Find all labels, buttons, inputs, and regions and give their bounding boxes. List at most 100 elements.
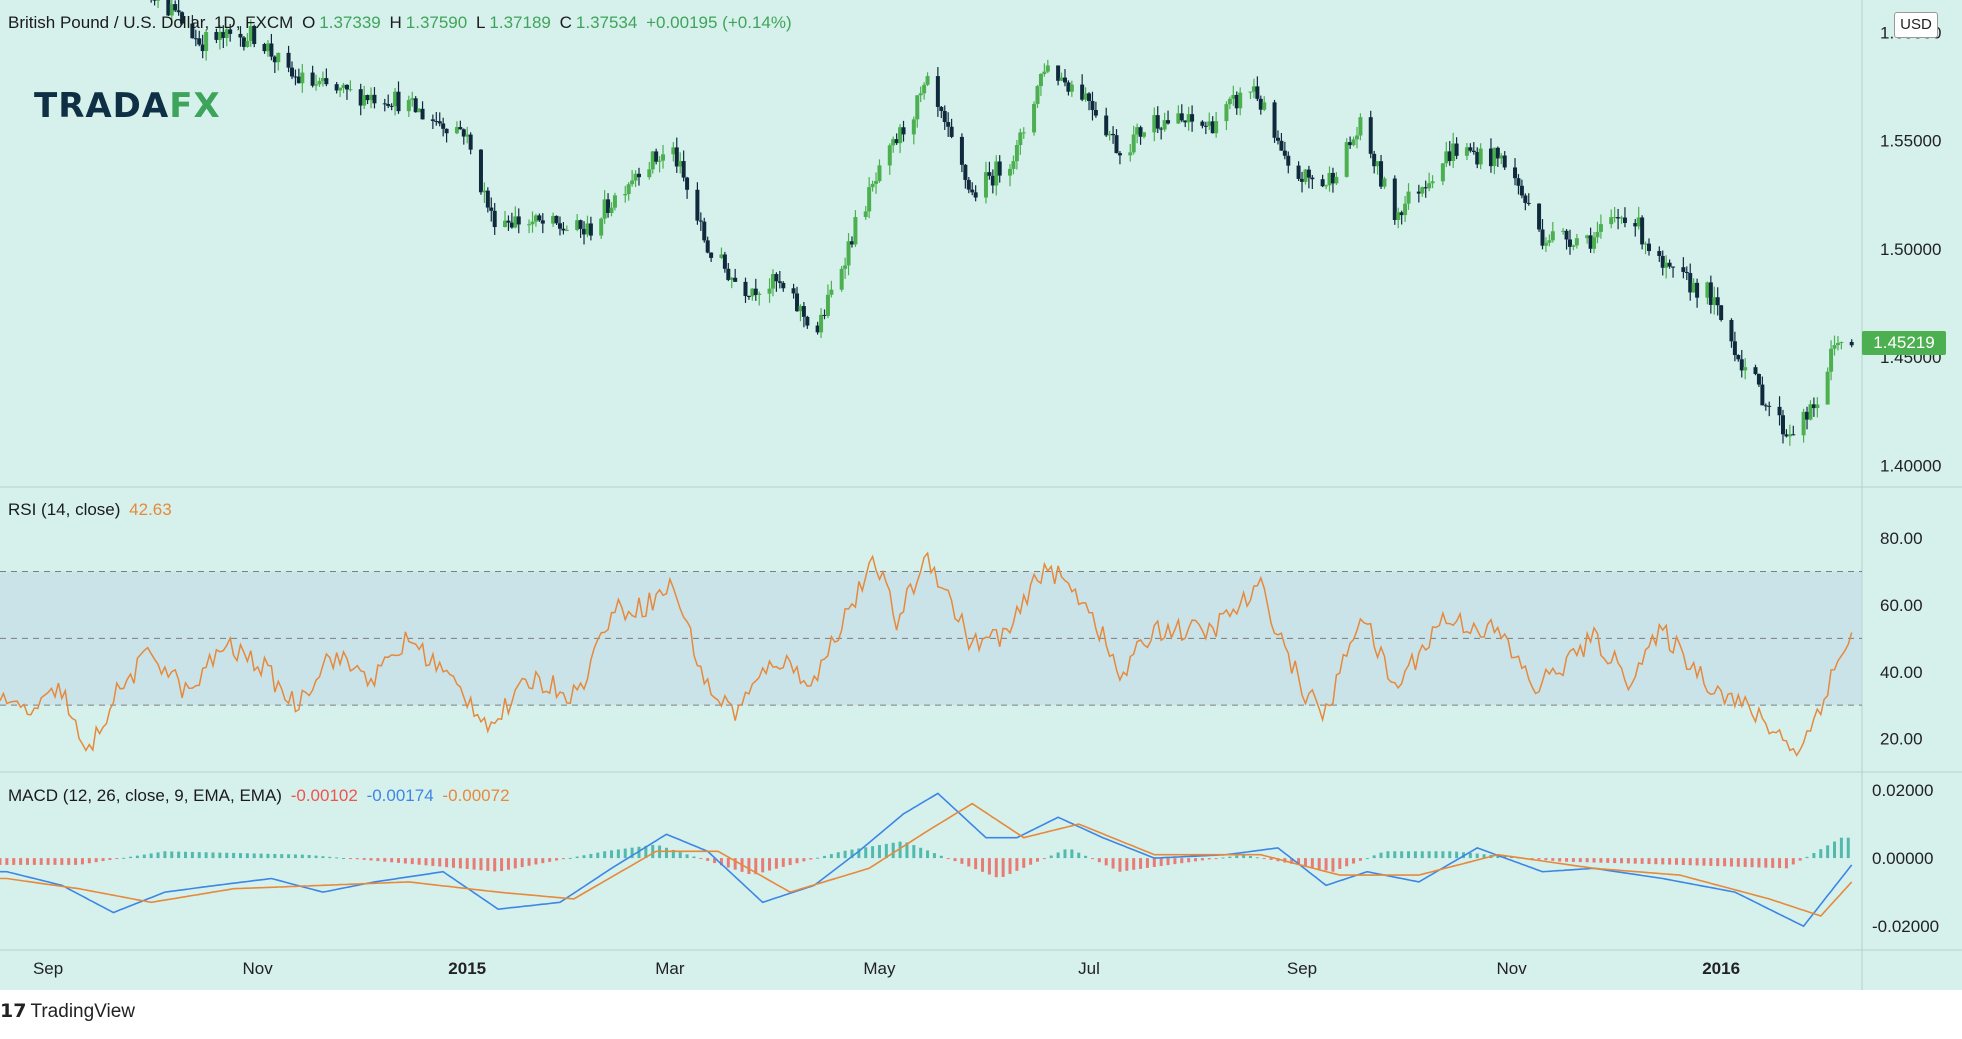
macd-histogram-bar bbox=[218, 852, 222, 859]
candle-body bbox=[973, 192, 978, 198]
macd-histogram-bar bbox=[1200, 858, 1204, 861]
macd-histogram-bar bbox=[142, 854, 146, 859]
candle-body bbox=[661, 154, 666, 161]
candle-body bbox=[1705, 282, 1710, 298]
macd-histogram-bar bbox=[1688, 858, 1692, 866]
macd-histogram-bar bbox=[706, 858, 710, 861]
candle-body bbox=[1042, 71, 1047, 74]
macd-histogram-bar bbox=[1022, 858, 1026, 868]
macd-histogram-bar bbox=[967, 858, 971, 867]
macd-histogram-bar bbox=[1571, 858, 1575, 862]
macd-histogram-bar bbox=[1413, 851, 1417, 859]
candle-body bbox=[1825, 371, 1830, 405]
candle-body bbox=[942, 110, 947, 123]
macd-histogram-bar bbox=[259, 853, 263, 859]
candle-body bbox=[588, 223, 593, 236]
candle-body bbox=[819, 314, 824, 333]
macd-histogram-bar bbox=[506, 858, 510, 870]
candle-body bbox=[863, 211, 868, 218]
candle-body bbox=[575, 220, 580, 230]
candle-body bbox=[1310, 177, 1315, 180]
chart-svg[interactable]: 1.400001.450001.500001.550001.6000020.00… bbox=[0, 0, 1962, 1000]
candle-body bbox=[1300, 178, 1305, 182]
macd-histogram-bar bbox=[1674, 858, 1678, 865]
candle-body bbox=[685, 177, 690, 190]
candle-body bbox=[262, 44, 267, 52]
candle-body bbox=[1636, 217, 1641, 227]
macd-histogram-bar bbox=[39, 858, 43, 865]
rsi-tick-label: 80.00 bbox=[1880, 529, 1923, 548]
candle-body bbox=[485, 190, 490, 208]
candle-body bbox=[1324, 185, 1329, 187]
candle-body bbox=[822, 314, 827, 316]
candle-body bbox=[1719, 305, 1724, 320]
candle-body bbox=[966, 179, 971, 190]
candle-body bbox=[489, 207, 494, 211]
candle-body bbox=[1258, 98, 1263, 110]
close-value: 1.37534 bbox=[575, 13, 638, 32]
macd-histogram-bar bbox=[1063, 849, 1067, 859]
macd-histogram-bar bbox=[974, 858, 978, 870]
candle-body bbox=[540, 220, 545, 224]
candle-body bbox=[1547, 240, 1552, 243]
candle-body bbox=[825, 294, 830, 316]
macd-histogram-bar bbox=[994, 858, 998, 878]
candle-body bbox=[1523, 195, 1528, 203]
candle-body bbox=[1234, 94, 1239, 109]
candle-body bbox=[901, 127, 906, 135]
candle-body bbox=[1207, 121, 1212, 126]
chart-frame bbox=[0, 0, 1962, 990]
candle-body bbox=[1128, 152, 1133, 156]
currency-button[interactable]: USD bbox=[1894, 12, 1938, 38]
macd-histogram-bar bbox=[108, 858, 112, 861]
candle-body bbox=[1231, 94, 1236, 99]
macd-histogram-bar bbox=[1118, 858, 1122, 872]
candle-body bbox=[918, 93, 923, 96]
candle-body bbox=[241, 37, 246, 47]
candle-body bbox=[156, 0, 161, 1]
macd-tick-label: 0.00000 bbox=[1872, 849, 1933, 868]
candle-body bbox=[1375, 161, 1380, 167]
candle-body bbox=[1763, 405, 1768, 407]
candle-body bbox=[276, 52, 281, 63]
candle-body bbox=[1753, 367, 1758, 375]
candle-body bbox=[1190, 114, 1195, 122]
macd-histogram-bar bbox=[1042, 858, 1046, 860]
macd-histogram-bar bbox=[527, 858, 531, 866]
candle-body bbox=[420, 108, 425, 120]
candle-body bbox=[815, 325, 820, 333]
candle-body bbox=[1464, 147, 1469, 156]
candle-body bbox=[1262, 102, 1267, 110]
macd-histogram-bar bbox=[1400, 851, 1404, 859]
candle-body bbox=[801, 306, 806, 317]
macd-histogram-bar bbox=[960, 858, 964, 864]
candle-body bbox=[705, 240, 710, 253]
candle-body bbox=[1083, 93, 1088, 100]
candle-body bbox=[894, 139, 899, 144]
macd-histogram-bar bbox=[568, 857, 572, 859]
candle-body bbox=[585, 223, 590, 235]
candle-body bbox=[983, 172, 988, 198]
rsi-legend: RSI (14, close) 42.63 bbox=[8, 500, 176, 520]
macd-histogram-bar bbox=[355, 858, 359, 860]
candle-body bbox=[1712, 297, 1717, 305]
macd-histogram-bar bbox=[1716, 858, 1720, 867]
candle-body bbox=[1183, 120, 1188, 123]
candle-body bbox=[314, 84, 319, 86]
candle-body bbox=[561, 228, 566, 231]
time-tick-label: 2015 bbox=[448, 959, 486, 978]
macd-histogram-bar bbox=[53, 858, 57, 865]
candle-body bbox=[320, 78, 325, 81]
candle-body bbox=[310, 72, 315, 86]
macd-histogram-bar bbox=[1736, 858, 1740, 867]
macd-histogram-bar bbox=[94, 858, 98, 863]
macd-histogram-bar bbox=[1290, 858, 1294, 864]
candle-body bbox=[990, 175, 995, 186]
macd-histogram-bar bbox=[170, 851, 174, 859]
candle-body bbox=[1179, 113, 1184, 121]
candle-body bbox=[1540, 229, 1545, 246]
candle-body bbox=[454, 127, 459, 134]
candle-body bbox=[1066, 82, 1071, 92]
macd-histogram-bar bbox=[74, 858, 78, 865]
